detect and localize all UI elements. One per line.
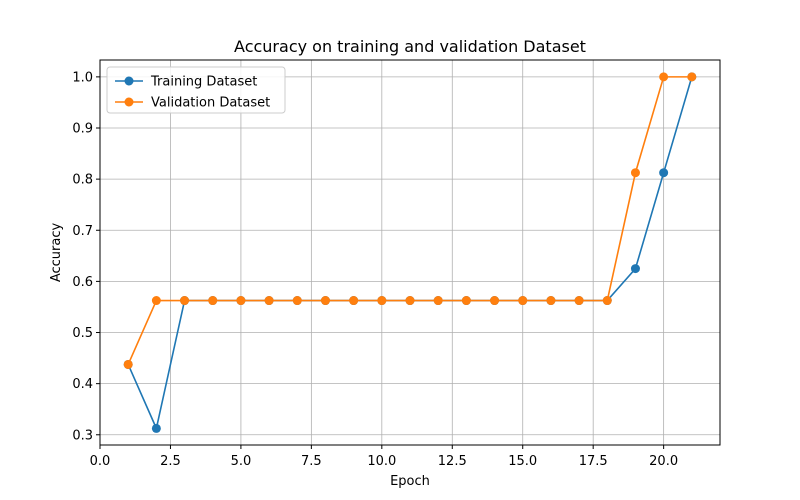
y-tick-label: 0.6 [72,275,93,290]
data-point [208,296,218,306]
y-tick-label: 0.3 [72,428,93,443]
data-point [123,359,133,369]
legend-box [106,66,286,114]
data-point [659,72,669,82]
data-point [687,72,697,82]
data-point [433,296,443,306]
legend-entry: Validation Dataset [115,96,270,111]
legend-entry: Training Dataset [115,75,257,90]
x-tick-label: 15.0 [508,454,537,469]
chart-title: Accuracy on training and validation Data… [234,37,586,56]
grid-lines [99,60,720,445]
legend-marker [124,76,134,86]
x-tick-label: 2.5 [160,454,181,469]
data-point [490,296,500,306]
y-tick-label: 0.8 [72,173,93,188]
x-tick-label: 10.0 [367,454,396,469]
series-1 [123,72,697,369]
plot-frame [99,59,721,446]
x-tick-label: 12.5 [438,454,467,469]
data-point [264,296,274,306]
data-point [151,423,161,433]
data-point [151,296,161,306]
x-tick-label: 17.5 [579,454,608,469]
y-tick-label: 0.5 [72,326,93,341]
data-point [659,168,669,178]
y-tick-label: 0.7 [72,224,93,239]
data-point [630,168,640,178]
data-point [461,296,471,306]
x-axis-label: Epoch [390,474,430,489]
series-layer [123,72,697,433]
y-tick-label: 1.0 [72,70,93,85]
x-tick-label: 0.0 [90,454,111,469]
legend-label: Validation Dataset [151,96,270,111]
x-tick-label: 20.0 [649,454,678,469]
data-point [546,296,556,306]
data-point [602,296,612,306]
data-point [349,296,359,306]
data-point [405,296,415,306]
legend-marker [124,97,134,107]
legend-label: Training Dataset [150,75,257,90]
data-point [180,296,190,306]
data-point [574,296,584,306]
y-tick-label: 0.9 [72,122,93,137]
data-point [320,296,330,306]
data-point [236,296,246,306]
axis-ticks: 0.0 2.5 5.0 7.5 10.0 12.5 15.0 17.5 20.0 0.3 0.4 0.… [72,70,678,469]
data-point [518,296,528,306]
data-point [292,296,302,306]
data-point [377,296,387,306]
data-point [630,264,640,274]
x-tick-label: 7.5 [301,454,322,469]
y-axis-label: Accuracy [49,223,64,283]
legend: Training Dataset Validation Dataset [106,66,286,114]
x-tick-label: 5.0 [231,454,252,469]
y-tick-label: 0.4 [72,377,93,392]
